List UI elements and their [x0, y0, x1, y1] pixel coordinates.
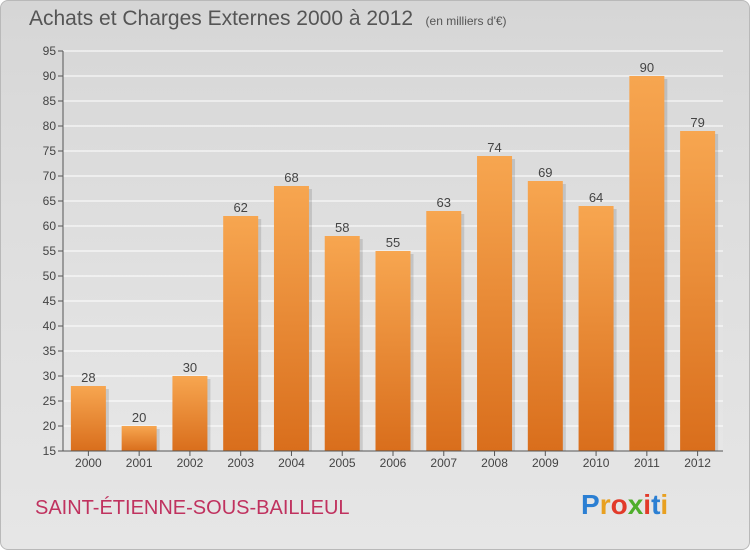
x-tick-label: 2001 — [126, 456, 153, 470]
x-tick-label: 2010 — [583, 456, 610, 470]
data-label: 64 — [589, 190, 603, 205]
y-tick-label: 50 — [43, 269, 57, 283]
logo-letter: i — [643, 489, 652, 520]
y-tick-label: 80 — [43, 119, 57, 133]
data-label: 30 — [183, 360, 197, 375]
bar-2011 — [629, 76, 665, 451]
y-tick-label: 45 — [43, 294, 57, 308]
y-tick-label: 20 — [43, 419, 57, 433]
chart-title-text: Achats et Charges Externes 2000 à 2012 — [29, 7, 414, 30]
proxiti-logo: Proxiti — [581, 489, 668, 521]
bar-2000 — [70, 386, 106, 451]
data-label: 20 — [132, 410, 146, 425]
data-label: 79 — [690, 115, 704, 130]
y-tick-label: 35 — [43, 344, 57, 358]
x-tick-label: 2005 — [329, 456, 356, 470]
data-label: 58 — [335, 220, 349, 235]
bar-2008 — [477, 156, 513, 451]
x-tick-label: 2004 — [278, 456, 305, 470]
data-label: 90 — [640, 60, 654, 75]
x-tick-label: 2000 — [75, 456, 102, 470]
y-tick-label: 85 — [43, 94, 57, 108]
logo-letter: r — [599, 489, 611, 520]
bar-2007 — [426, 211, 462, 451]
x-tick-label: 2008 — [481, 456, 508, 470]
y-tick-label: 60 — [43, 219, 57, 233]
y-tick-label: 95 — [43, 44, 57, 58]
y-tick-label: 25 — [43, 394, 57, 408]
bar-2005 — [324, 236, 360, 451]
logo-letter: x — [627, 489, 644, 520]
bar-2009 — [527, 181, 563, 451]
data-label: 62 — [233, 200, 247, 215]
y-tick-label: 40 — [43, 319, 57, 333]
y-tick-label: 15 — [43, 444, 57, 458]
data-label: 74 — [487, 140, 501, 155]
x-tick-label: 2002 — [177, 456, 204, 470]
bar-2012 — [680, 131, 716, 451]
y-tick-label: 30 — [43, 369, 57, 383]
x-tick-label: 2006 — [380, 456, 407, 470]
bar-2003 — [223, 216, 259, 451]
logo-letter: i — [660, 489, 669, 520]
chart-title: Achats et Charges Externes 2000 à 2012 (… — [29, 7, 507, 31]
y-tick-label: 65 — [43, 194, 57, 208]
y-tick-label: 90 — [43, 69, 57, 83]
bar-2010 — [578, 206, 614, 451]
data-label: 63 — [437, 195, 451, 210]
data-label: 68 — [284, 170, 298, 185]
logo-letter: o — [610, 489, 628, 520]
data-label: 55 — [386, 235, 400, 250]
chart-unit-text: (en milliers d'€) — [425, 14, 507, 28]
commune-name: SAINT-ÉTIENNE-SOUS-BAILLEUL — [35, 497, 350, 519]
logo-letter: t — [651, 489, 661, 520]
x-tick-label: 2011 — [634, 456, 660, 470]
data-label: 69 — [538, 165, 552, 180]
bar-2006 — [375, 251, 411, 451]
bar-2004 — [273, 186, 309, 451]
x-tick-label: 2009 — [532, 456, 559, 470]
x-tick-label: 2012 — [684, 456, 711, 470]
y-tick-label: 75 — [43, 144, 57, 158]
bar-2002 — [172, 376, 208, 451]
logo-letter: P — [581, 489, 600, 520]
bar-2001 — [121, 426, 157, 451]
data-label: 28 — [81, 370, 95, 385]
y-tick-label: 55 — [43, 244, 57, 258]
x-tick-label: 2003 — [227, 456, 254, 470]
y-tick-label: 70 — [43, 169, 57, 183]
x-tick-label: 2007 — [430, 456, 457, 470]
